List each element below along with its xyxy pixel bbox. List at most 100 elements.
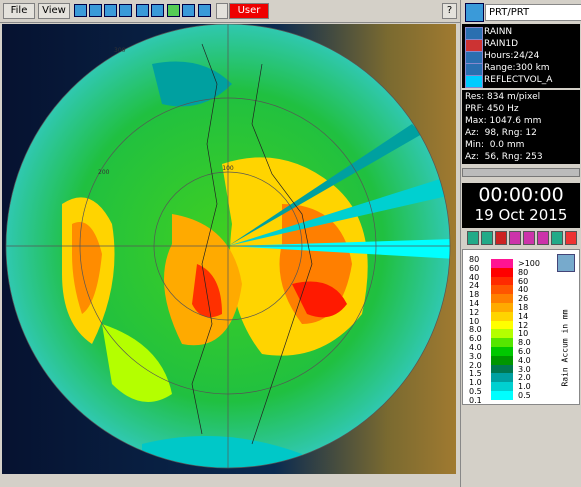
legend-left-label: 6.0 [469, 334, 482, 344]
side-panel: PRT/PRT RAINN RAIN1D Hours:24/24 Range:3… [460, 0, 581, 487]
legend-swatch [491, 294, 513, 303]
date: 19 Oct 2015 [474, 206, 568, 224]
legend-icon[interactable] [557, 254, 575, 272]
tool-icon[interactable] [119, 4, 132, 17]
legend-swatch [491, 311, 513, 321]
legend-left-label: 8.0 [469, 325, 482, 335]
legend-left-label: 1.0 [469, 378, 482, 388]
color-legend: Rain Accum in mm 80 60 40 24 18 14 12 10 8.0 6.0 4… [462, 249, 580, 405]
legend-swatch [491, 320, 513, 330]
tool-icon[interactable] [167, 4, 180, 17]
play-back[interactable] [467, 231, 479, 245]
next[interactable] [537, 231, 549, 245]
tool-icon[interactable] [182, 4, 195, 17]
tool-icon[interactable] [151, 4, 164, 17]
legend-swatch [491, 347, 513, 356]
legend-right-label: 10 [518, 329, 529, 339]
legend-left-label: 3.0 [469, 351, 482, 361]
legend-swatch [491, 338, 513, 347]
product: Range:300 km [484, 63, 550, 73]
legend-left-label: 12 [469, 307, 480, 317]
range-label: 300 [114, 47, 126, 54]
info-line: Az: 56, Rng: 253 [465, 152, 543, 162]
legend-left-label: 60 [469, 263, 480, 273]
stop[interactable] [495, 231, 507, 245]
legend-title: Rain Accum in mm [560, 309, 570, 387]
legend-left-label: 0.5 [469, 387, 482, 396]
legend-left-label: 40 [469, 272, 480, 282]
legend-swatch [491, 382, 513, 391]
legend-swatch [491, 355, 513, 365]
product-list: RAINN RAIN1D Hours:24/24 Range:300 km RE… [462, 24, 580, 88]
info-line: Max: 1047.6 mm [465, 116, 542, 126]
legend-swatch [491, 373, 513, 383]
clock: 00:00:00 19 Oct 2015 [462, 183, 580, 228]
toolbar: File View User ? [0, 0, 460, 23]
info-line: Az: 98, Rng: 12 [465, 128, 537, 138]
legend-swatch [491, 329, 513, 339]
legend-right-label: 60 [518, 276, 529, 286]
info-line: Min: 0.0 mm [465, 140, 525, 150]
product: RAIN1D [484, 39, 519, 49]
tool-icon[interactable] [74, 4, 87, 17]
legend-right-label: 12 [518, 320, 529, 330]
legend-left-label: 24 [469, 281, 480, 291]
product: Hours:24/24 [484, 51, 540, 61]
legend-swatch [491, 364, 513, 374]
legend-right-label: 0.5 [518, 391, 531, 400]
legend-left-label: 18 [469, 290, 480, 300]
step[interactable] [551, 231, 563, 245]
info-line: PRF: 450 Hz [465, 104, 519, 114]
first[interactable] [509, 231, 521, 245]
file-menu[interactable]: File [3, 3, 35, 19]
time: 00:00:00 [478, 184, 564, 206]
legend-left-label: 2.0 [469, 360, 482, 370]
legend-right-label: 14 [518, 311, 529, 321]
info-box: Res: 834 m/pixel PRF: 450 Hz Max: 1047.6 m… [462, 90, 580, 164]
legend-right-label: 26 [518, 294, 529, 304]
prev[interactable] [523, 231, 535, 245]
site-field[interactable]: PRT/PRT [485, 4, 581, 21]
help-button[interactable]: ? [442, 3, 457, 19]
info-line: Res: 834 m/pixel [465, 92, 541, 102]
legend-left-label: 4.0 [469, 343, 482, 352]
play[interactable] [481, 231, 493, 245]
legend-left-label: 1.5 [469, 369, 482, 379]
legend-right-label: 3.0 [518, 364, 531, 374]
radar-map[interactable]: 100 200 300 [2, 24, 456, 474]
legend-swatch [491, 391, 513, 400]
legend-left-label: 0.1 [469, 395, 482, 405]
tool-icon[interactable] [198, 4, 211, 17]
product-icon [465, 75, 483, 88]
legend-right-label: 1.0 [518, 382, 531, 392]
tool-icon[interactable] [104, 4, 117, 17]
legend-right-label: 4.0 [518, 355, 531, 365]
legend-right-label: 8.0 [518, 338, 531, 348]
product: REFLECTVOL_A [484, 75, 553, 85]
blank-button[interactable] [216, 3, 228, 19]
range-label: 100 [222, 165, 234, 172]
tool-icon[interactable] [89, 4, 102, 17]
product: RAINN [484, 27, 513, 37]
legend-swatch [491, 303, 513, 312]
view-menu[interactable]: View [38, 3, 70, 19]
legend-right-label: 40 [518, 285, 529, 295]
playback-controls [467, 231, 577, 245]
user-button[interactable]: User [229, 3, 269, 19]
legend-left-label: 80 [469, 255, 480, 264]
legend-right-label: 6.0 [518, 347, 531, 356]
legend-swatch [491, 259, 513, 268]
legend-left-label: 10 [469, 316, 480, 326]
legend-swatch [491, 285, 513, 295]
legend-swatch [491, 267, 513, 277]
legend-right-label: 2.0 [518, 373, 531, 383]
tool-icon[interactable] [136, 4, 149, 17]
legend-swatch [491, 276, 513, 286]
legend-right-label: >100 [518, 259, 540, 268]
legend-left-label: 14 [469, 299, 480, 308]
slider[interactable] [462, 168, 580, 177]
legend-right-label: 80 [518, 267, 529, 277]
site-icon[interactable] [465, 3, 484, 22]
save[interactable] [565, 231, 577, 245]
